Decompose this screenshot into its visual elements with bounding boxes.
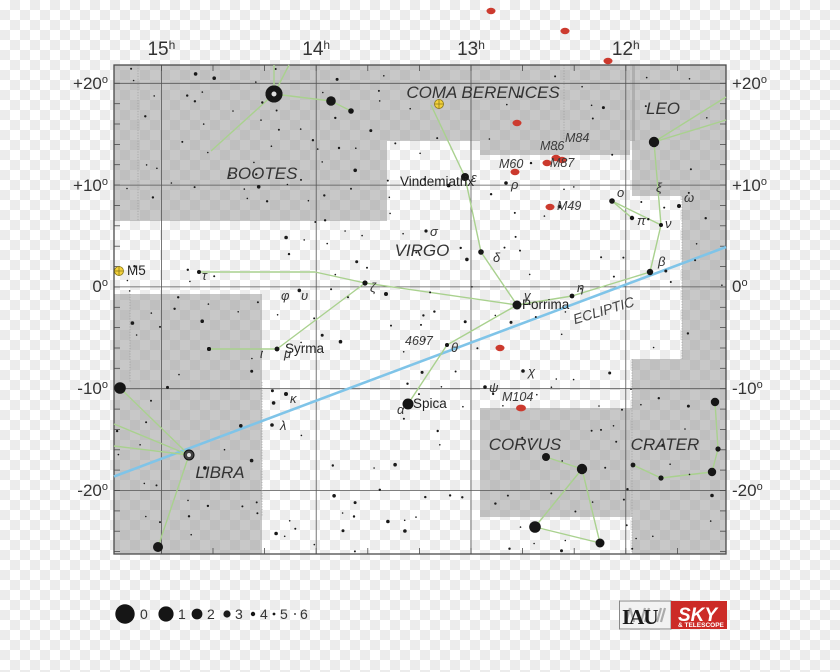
svg-text:M60: M60 bbox=[499, 157, 523, 171]
svg-text:13h: 13h bbox=[457, 38, 485, 60]
svg-text:o: o bbox=[617, 185, 624, 200]
svg-text:12h: 12h bbox=[612, 38, 640, 60]
svg-text:CRATER: CRATER bbox=[631, 435, 700, 454]
svg-text:ζ: ζ bbox=[370, 280, 377, 295]
svg-text:υ: υ bbox=[301, 288, 308, 303]
svg-text:2: 2 bbox=[207, 606, 215, 622]
svg-text:Spica: Spica bbox=[413, 396, 447, 411]
svg-text:IAU: IAU bbox=[622, 605, 658, 629]
svg-text:ν: ν bbox=[665, 216, 672, 231]
svg-text:4: 4 bbox=[260, 606, 268, 622]
svg-text:BOOTES: BOOTES bbox=[227, 164, 299, 183]
svg-text:COMA BERENICES: COMA BERENICES bbox=[406, 83, 560, 102]
svg-text:Vindemiatrix: Vindemiatrix bbox=[400, 174, 474, 189]
svg-text:3: 3 bbox=[235, 606, 243, 622]
svg-text:CORVUS: CORVUS bbox=[489, 435, 562, 454]
svg-text:LIBRA: LIBRA bbox=[195, 463, 244, 482]
svg-text:0o: 0o bbox=[732, 277, 748, 296]
svg-text:η: η bbox=[577, 280, 584, 295]
svg-text:1: 1 bbox=[178, 606, 186, 622]
svg-text:χ: χ bbox=[527, 364, 536, 379]
svg-text:θ: θ bbox=[451, 340, 458, 355]
svg-text:+20o: +20o bbox=[73, 74, 108, 93]
svg-text:δ: δ bbox=[493, 250, 501, 265]
svg-text:λ: λ bbox=[279, 418, 286, 433]
svg-text:ECLIPTIC: ECLIPTIC bbox=[571, 293, 637, 327]
svg-text:M49: M49 bbox=[557, 199, 581, 213]
svg-text:M87: M87 bbox=[550, 156, 575, 170]
svg-text:-10o: -10o bbox=[77, 379, 108, 398]
svg-text:-20o: -20o bbox=[77, 481, 108, 500]
svg-text:15h: 15h bbox=[147, 38, 175, 60]
svg-text:VIRGO: VIRGO bbox=[395, 241, 450, 260]
svg-text:+20o: +20o bbox=[732, 74, 767, 93]
svg-text:ε: ε bbox=[471, 170, 477, 185]
svg-text:M5: M5 bbox=[127, 263, 146, 278]
svg-text:14h: 14h bbox=[302, 38, 330, 60]
svg-text:-10o: -10o bbox=[732, 379, 763, 398]
svg-text:M104: M104 bbox=[502, 390, 533, 404]
svg-text:M86: M86 bbox=[540, 139, 564, 153]
svg-text:M84: M84 bbox=[565, 131, 589, 145]
svg-text:5: 5 bbox=[280, 606, 288, 622]
svg-text:φ: φ bbox=[281, 288, 290, 303]
svg-text:ρ: ρ bbox=[510, 177, 519, 192]
svg-text:κ: κ bbox=[290, 391, 298, 406]
svg-text:ω: ω bbox=[684, 190, 694, 205]
svg-text:ι: ι bbox=[260, 346, 263, 361]
svg-text:0: 0 bbox=[140, 606, 148, 622]
svg-text:+10o: +10o bbox=[73, 176, 108, 195]
svg-text:0o: 0o bbox=[92, 277, 108, 296]
svg-text:π: π bbox=[637, 213, 646, 228]
svg-text:4697: 4697 bbox=[405, 334, 434, 348]
svg-text:β: β bbox=[657, 254, 666, 269]
svg-text:LEO: LEO bbox=[646, 99, 680, 118]
svg-text:-20o: -20o bbox=[732, 481, 763, 500]
svg-text:σ: σ bbox=[430, 224, 439, 239]
svg-text:τ: τ bbox=[202, 268, 208, 283]
svg-text:+10o: +10o bbox=[732, 176, 767, 195]
svg-text:μ: μ bbox=[283, 346, 291, 361]
svg-text:ψ: ψ bbox=[489, 380, 499, 395]
svg-text:α: α bbox=[397, 402, 405, 417]
svg-text:& TELESCOPE: & TELESCOPE bbox=[678, 622, 725, 629]
svg-text:6: 6 bbox=[300, 606, 308, 622]
